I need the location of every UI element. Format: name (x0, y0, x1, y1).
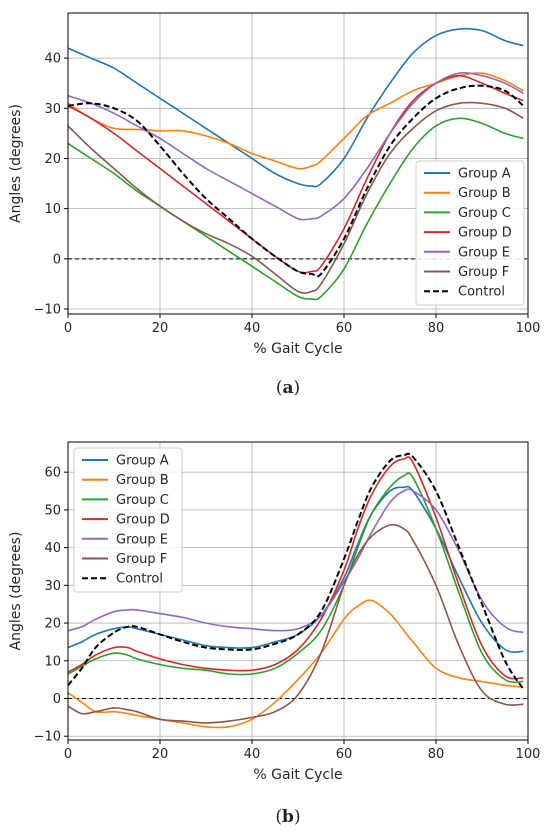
legend-box (73, 447, 183, 593)
series-line-group-a (67, 27, 524, 188)
series-line-control (67, 452, 525, 690)
x-axis-label: % Gait Cycle (253, 341, 342, 357)
legend-entry-label: Group D (116, 513, 170, 528)
y-tick-label: −10 (34, 730, 61, 745)
y-tick-label: −10 (34, 302, 61, 317)
x-tick-label: 60 (336, 747, 353, 762)
x-tick-label: 80 (428, 747, 445, 762)
series-line-group-f (67, 523, 524, 724)
x-axis-label: % Gait Cycle (253, 767, 342, 783)
x-tick-label: 0 (64, 321, 72, 336)
legend-entry-label: Group B (458, 186, 511, 201)
series-line-group-c (67, 472, 524, 684)
panel-caption: (a) (276, 378, 300, 398)
x-tick-label: 20 (152, 747, 169, 762)
legend-entry-label: Group D (458, 226, 512, 241)
x-tick-label: 60 (336, 321, 353, 336)
y-tick-label: 30 (44, 579, 61, 594)
y-tick-label: 40 (44, 541, 61, 556)
y-tick-label: 0 (53, 692, 61, 707)
y-tick-label: 60 (44, 466, 61, 481)
legend-entry-label: Group F (116, 552, 167, 567)
x-tick-label: 100 (516, 321, 541, 336)
series-line-group-e (67, 72, 524, 221)
legend-entry-label: Control (458, 285, 505, 300)
series-line-group-d (67, 456, 524, 680)
y-tick-label: 10 (44, 202, 61, 217)
x-tick-label: 40 (244, 747, 261, 762)
series-line-group-b (67, 599, 524, 729)
x-tick-label: 100 (516, 747, 541, 762)
legend-entry-label: Group E (116, 532, 168, 547)
panel-caption: (b) (275, 807, 300, 827)
series-line-group-e (67, 488, 524, 634)
legend-entry-label: Group C (116, 493, 169, 508)
series-line-group-f (67, 101, 524, 294)
legend-box (415, 160, 525, 306)
y-tick-label: 10 (44, 654, 61, 669)
legend: Group A Group B Group C Group D Group E Group… (73, 447, 183, 593)
y-tick-label: 40 (44, 52, 61, 67)
y-tick-label: 20 (44, 152, 61, 167)
legend-entry-label: Group E (458, 245, 510, 260)
x-tick-label: 20 (152, 321, 169, 336)
series-line-control (67, 84, 525, 278)
y-tick-label: 30 (44, 102, 61, 117)
y-axis-label: Angles (degrees) (8, 532, 24, 651)
y-tick-label: 0 (53, 252, 61, 267)
legend-entry-label: Group A (116, 454, 169, 469)
x-tick-label: 80 (428, 321, 445, 336)
legend-entry-label: Group B (116, 473, 169, 488)
y-tick-label: 20 (44, 617, 61, 632)
axes-frame (67, 441, 529, 741)
series-line-group-b (67, 72, 524, 170)
legend-entry-label: Group C (458, 206, 511, 221)
y-axis-label: Angles (degrees) (8, 104, 24, 223)
legend: Group A Group B Group C Group D Group E Group… (415, 160, 525, 306)
series-line-group-c (67, 117, 524, 301)
legend-entry-label: Group F (458, 265, 509, 280)
x-tick-label: 0 (64, 747, 72, 762)
axes-frame (67, 12, 529, 315)
x-tick-label: 40 (244, 321, 261, 336)
legend-entry-label: Control (116, 572, 163, 587)
legend-entry-label: Group A (458, 167, 511, 182)
y-tick-label: 50 (44, 503, 61, 518)
